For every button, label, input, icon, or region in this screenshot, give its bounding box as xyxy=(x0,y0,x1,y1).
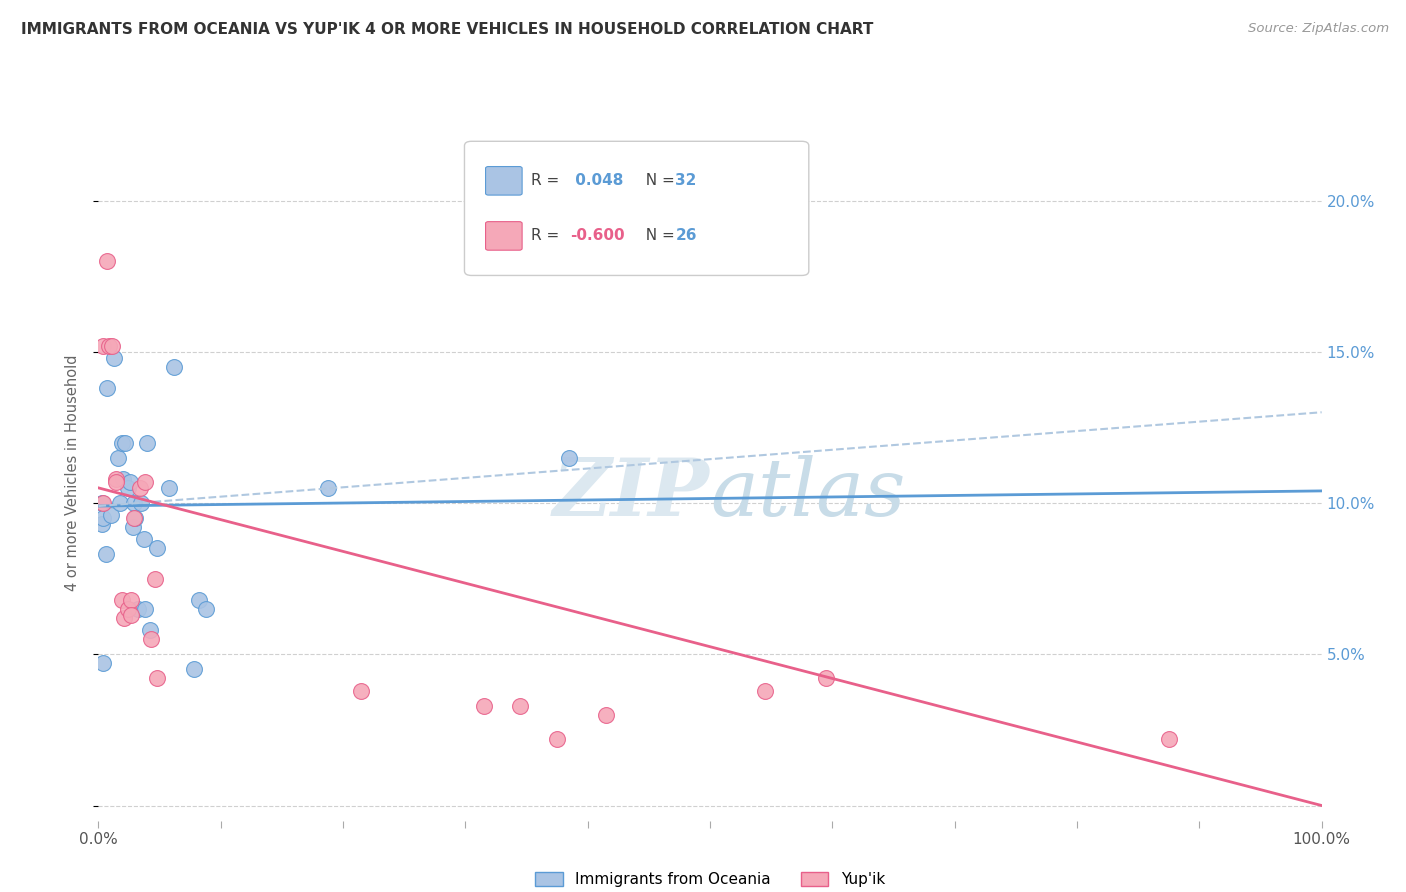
Text: 32: 32 xyxy=(675,173,697,188)
Point xyxy=(91,496,114,510)
Point xyxy=(134,475,156,489)
Point xyxy=(98,339,121,353)
Point xyxy=(111,472,134,486)
Text: N =: N = xyxy=(636,173,679,188)
Point xyxy=(132,533,155,547)
Legend: Immigrants from Oceania, Yup'ik: Immigrants from Oceania, Yup'ik xyxy=(529,866,891,892)
Text: 26: 26 xyxy=(675,228,697,244)
Point xyxy=(120,475,142,489)
Point xyxy=(112,611,135,625)
Point xyxy=(107,450,129,465)
Point xyxy=(121,520,143,534)
Point xyxy=(143,572,166,586)
Text: R =: R = xyxy=(530,173,564,188)
Point xyxy=(146,672,169,686)
Point xyxy=(91,517,114,532)
Point xyxy=(195,602,218,616)
Point xyxy=(101,339,124,353)
Point xyxy=(1157,731,1180,746)
Point xyxy=(104,472,127,486)
Point xyxy=(122,511,145,525)
Text: N =: N = xyxy=(636,228,679,244)
Point xyxy=(100,508,122,522)
Point xyxy=(129,496,152,510)
Point xyxy=(509,698,531,713)
Point xyxy=(94,548,117,562)
Point xyxy=(111,435,134,450)
Point xyxy=(350,683,373,698)
Text: R =: R = xyxy=(530,228,564,244)
Point xyxy=(91,511,114,525)
Point xyxy=(139,632,162,647)
Point xyxy=(183,662,205,676)
Point xyxy=(114,435,136,450)
Point xyxy=(96,254,118,268)
Point xyxy=(104,475,127,489)
Point xyxy=(96,381,118,395)
Point xyxy=(157,481,180,495)
Point xyxy=(124,511,146,525)
Point xyxy=(91,657,114,671)
Point xyxy=(318,481,340,495)
Text: atlas: atlas xyxy=(710,455,905,533)
Point xyxy=(120,592,142,607)
Point xyxy=(129,481,152,495)
Point xyxy=(127,602,149,616)
Point xyxy=(163,359,186,374)
Point xyxy=(117,481,139,495)
Point xyxy=(546,731,568,746)
Text: ZIP: ZIP xyxy=(553,455,710,533)
Text: 0.048: 0.048 xyxy=(569,173,623,188)
Point xyxy=(120,607,142,622)
Text: -0.600: -0.600 xyxy=(569,228,624,244)
Point xyxy=(134,602,156,616)
Point xyxy=(91,496,114,510)
Point xyxy=(91,339,114,353)
Point xyxy=(110,496,132,510)
Point xyxy=(117,602,139,616)
Point xyxy=(146,541,169,556)
Point xyxy=(103,351,125,365)
Y-axis label: 4 or more Vehicles in Household: 4 or more Vehicles in Household xyxy=(65,354,80,591)
Point xyxy=(472,698,495,713)
Point xyxy=(558,450,581,465)
Text: Source: ZipAtlas.com: Source: ZipAtlas.com xyxy=(1249,22,1389,36)
Point xyxy=(136,435,159,450)
Point xyxy=(815,672,838,686)
Point xyxy=(111,592,134,607)
Point xyxy=(139,623,162,637)
Text: IMMIGRANTS FROM OCEANIA VS YUP'IK 4 OR MORE VEHICLES IN HOUSEHOLD CORRELATION CH: IMMIGRANTS FROM OCEANIA VS YUP'IK 4 OR M… xyxy=(21,22,873,37)
Point xyxy=(122,496,145,510)
Point xyxy=(595,707,617,722)
Point xyxy=(754,683,776,698)
Point xyxy=(187,592,209,607)
